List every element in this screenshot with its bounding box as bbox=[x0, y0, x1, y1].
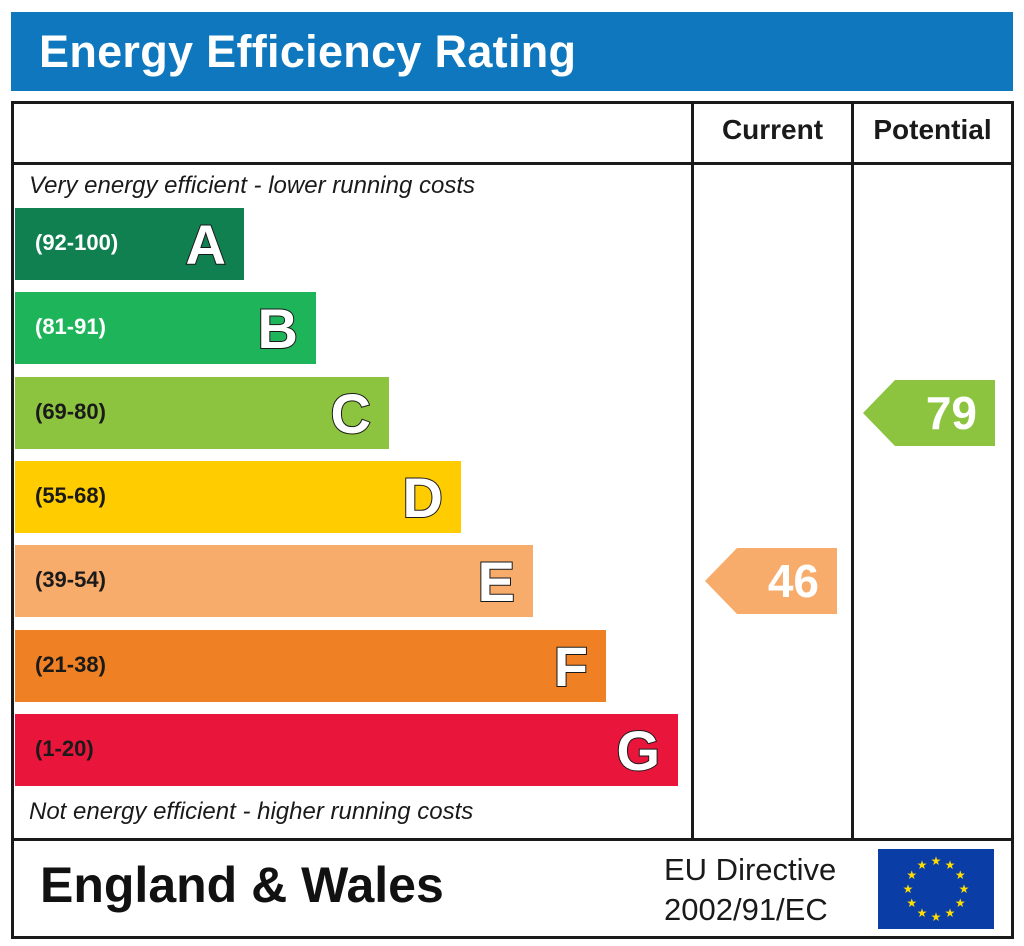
flag-star-icon: ★ bbox=[917, 906, 928, 920]
band-g-range: (1-20) bbox=[35, 736, 94, 761]
band-e-range: (39-54) bbox=[35, 567, 106, 592]
flag-star-icon: ★ bbox=[931, 854, 942, 868]
band-d-range: (55-68) bbox=[35, 483, 106, 508]
region-label: England & Wales bbox=[40, 857, 444, 913]
title-bar: Energy Efficiency Rating bbox=[11, 12, 1013, 91]
current-column-divider bbox=[691, 101, 694, 841]
band-f: (21-38) F bbox=[15, 630, 606, 702]
rating-frame bbox=[11, 101, 1014, 939]
band-c-range: (69-80) bbox=[35, 399, 106, 424]
band-b: (81-91) B bbox=[15, 292, 316, 364]
flag-star-icon: ★ bbox=[903, 882, 914, 896]
current-column-header: Current bbox=[721, 114, 824, 145]
flag-star-icon: ★ bbox=[917, 858, 928, 872]
band-a-letter: A bbox=[185, 212, 227, 277]
band-a: (92-100) A bbox=[15, 208, 244, 280]
potential-column-divider bbox=[851, 101, 854, 841]
eu-directive-line2: 2002/91/EC bbox=[664, 892, 828, 927]
bottom-caption: Not energy efficient - higher running co… bbox=[29, 798, 474, 825]
potential-column-header: Potential bbox=[873, 114, 992, 145]
flag-star-icon: ★ bbox=[955, 896, 966, 910]
potential-arrow-shape bbox=[863, 380, 995, 446]
band-c: (69-80) C bbox=[15, 377, 389, 449]
current-arrow-shape bbox=[705, 548, 837, 614]
flag-star-icon: ★ bbox=[959, 882, 970, 896]
band-g-letter: G bbox=[615, 718, 661, 783]
flag-star-icon: ★ bbox=[931, 910, 942, 924]
eu-flag-icon: ★ ★ ★ ★ ★ ★ ★ ★ ★ ★ ★ ★ bbox=[878, 849, 994, 929]
eu-directive: EU Directive 2002/91/EC bbox=[664, 850, 836, 930]
band-a-range: (92-100) bbox=[35, 230, 119, 255]
eu-directive-line1: EU Directive bbox=[664, 852, 837, 887]
flag-star-icon: ★ bbox=[945, 906, 956, 920]
band-b-letter: B bbox=[257, 296, 299, 361]
band-c-letter: C bbox=[330, 381, 372, 446]
band-e: (39-54) E bbox=[15, 545, 533, 617]
band-f-letter: F bbox=[553, 634, 589, 699]
current-rating-value: 46 bbox=[767, 555, 819, 607]
flag-star-icon: ★ bbox=[906, 896, 917, 910]
band-e-letter: E bbox=[477, 549, 516, 614]
band-f-range: (21-38) bbox=[35, 652, 106, 677]
eu-flag-stars: ★★★★★★★★★ ★ ★★ bbox=[903, 854, 970, 924]
band-d: (55-68) D bbox=[15, 461, 461, 533]
flag-star-icon: ★ bbox=[945, 858, 956, 872]
top-caption: Very energy efficient - lower running co… bbox=[29, 172, 475, 199]
band-d-letter: D bbox=[402, 465, 444, 530]
potential-rating-value: 79 bbox=[925, 387, 977, 439]
flag-star-icon: ★ bbox=[955, 868, 966, 882]
flag-star-icon: ★ bbox=[906, 868, 917, 882]
band-b-range: (81-91) bbox=[35, 314, 106, 339]
band-g: (1-20) G bbox=[15, 714, 678, 786]
header-divider bbox=[11, 162, 1014, 165]
current-rating-arrow: 46 bbox=[705, 548, 837, 614]
chart-title: Energy Efficiency Rating bbox=[39, 26, 577, 77]
footer-divider bbox=[11, 838, 1014, 841]
potential-rating-arrow: 79 bbox=[863, 380, 995, 446]
